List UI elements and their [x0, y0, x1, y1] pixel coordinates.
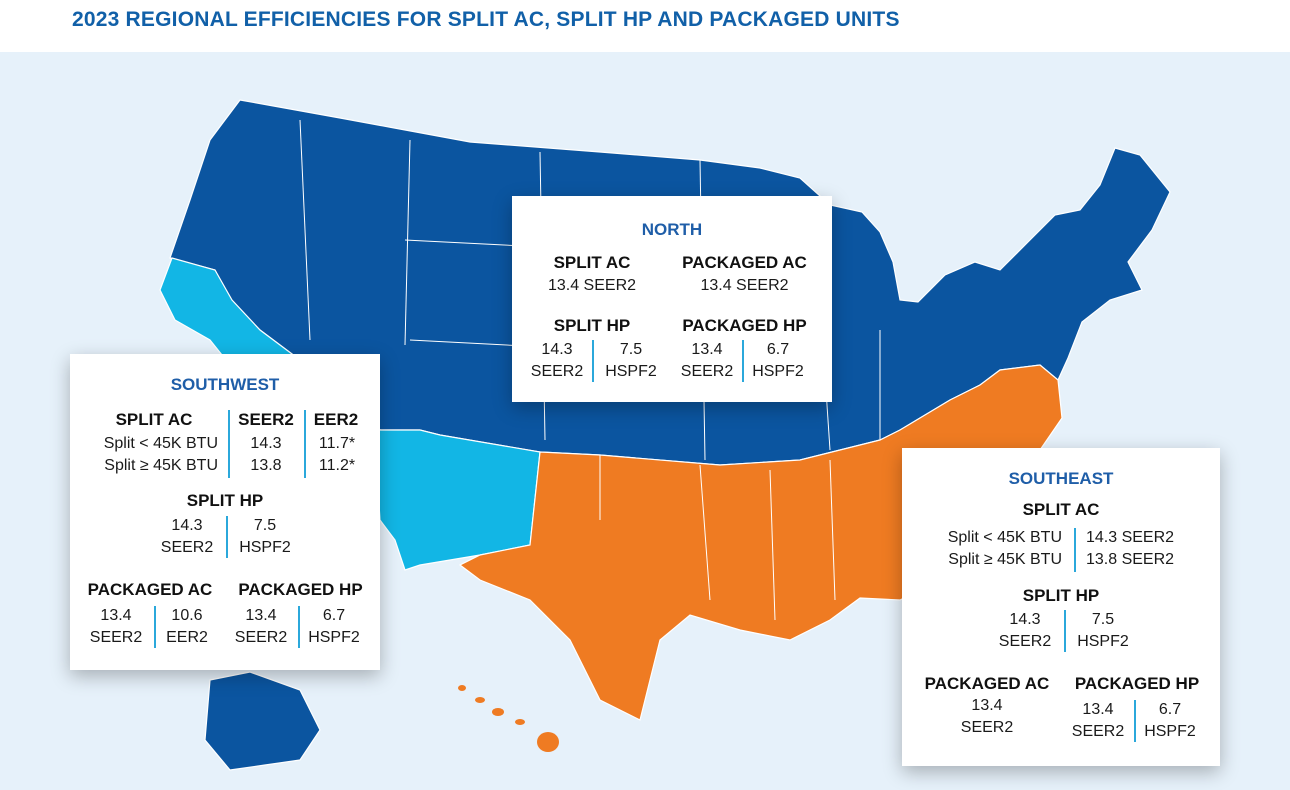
divider — [298, 606, 300, 648]
southwest-panel: SOUTHWEST SPLIT AC SEER2 EER2 Split < 45… — [70, 354, 380, 670]
southeast-packaged-hp-v2: 6.7 — [1158, 701, 1182, 718]
southwest-split-hp-v1: 14.3 — [171, 517, 203, 534]
southwest-packaged-hp-v2: 6.7 — [322, 607, 346, 624]
southeast-packaged-hp-v1: 13.4 — [1082, 701, 1114, 718]
north-packaged-hp-u1: SEER2 — [680, 363, 734, 380]
southwest-split-ac-label: SPLIT AC — [115, 410, 193, 429]
north-split-hp-u2: HSPF2 — [605, 363, 657, 380]
southeast-packaged-ac-u1: SEER2 — [960, 719, 1014, 736]
north-split-hp-v1: 14.3 — [541, 341, 573, 358]
divider — [226, 516, 228, 558]
southeast-split-hp-v2: 7.5 — [1091, 611, 1115, 628]
north-heading: NORTH — [641, 220, 703, 239]
north-packaged-hp-v1: 13.4 — [691, 341, 723, 358]
divider — [1064, 610, 1066, 652]
southeast-packaged-ac-label: PACKAGED AC — [924, 674, 1050, 693]
north-packaged-ac-value: 13.4 SEER2 — [700, 277, 789, 294]
southeast-packaged-hp-u1: SEER2 — [1071, 723, 1125, 740]
southeast-heading: SOUTHEAST — [1008, 469, 1114, 488]
divider — [304, 410, 306, 478]
southwest-packaged-ac-u1: SEER2 — [89, 629, 143, 646]
north-split-hp-label: SPLIT HP — [553, 316, 631, 335]
divider — [1134, 700, 1136, 742]
southwest-packaged-ac-v1: 13.4 — [100, 607, 132, 624]
southwest-packaged-hp-label: PACKAGED HP — [238, 580, 363, 599]
southwest-row1-label: Split < 45K BTU — [103, 435, 218, 452]
north-packaged-hp-v2: 6.7 — [766, 341, 790, 358]
southeast-row2-label: Split ≥ 45K BTU — [948, 551, 1062, 568]
divider — [1074, 528, 1076, 572]
southeast-split-hp-v1: 14.3 — [1009, 611, 1041, 628]
southwest-packaged-ac-u2: EER2 — [166, 629, 208, 646]
southwest-packaged-ac-label: PACKAGED AC — [87, 580, 213, 599]
southeast-packaged-ac-v1: 13.4 — [971, 697, 1003, 714]
southwest-row2-eer2: 11.2* — [318, 457, 356, 474]
divider — [742, 340, 744, 382]
southeast-split-hp-label: SPLIT HP — [1022, 586, 1100, 605]
divider — [592, 340, 594, 382]
southwest-row1-seer2: 14.3 — [250, 435, 282, 452]
southwest-split-hp-u1: SEER2 — [160, 539, 214, 556]
southeast-split-ac-label: SPLIT AC — [1022, 500, 1100, 519]
southwest-row1-eer2: 11.7* — [318, 435, 356, 452]
southwest-packaged-ac-v2: 10.6 — [171, 607, 203, 624]
southwest-split-hp-v2: 7.5 — [253, 517, 277, 534]
header: 2023 REGIONAL EFFICIENCIES FOR SPLIT AC,… — [0, 0, 1290, 52]
page-title: 2023 REGIONAL EFFICIENCIES FOR SPLIT AC,… — [72, 8, 900, 31]
southwest-packaged-hp-u1: SEER2 — [234, 629, 288, 646]
southeast-row2-value: 13.8 SEER2 — [1086, 551, 1175, 568]
north-split-ac-label: SPLIT AC — [553, 253, 631, 272]
southwest-split-hp-label: SPLIT HP — [186, 491, 264, 510]
southeast-packaged-hp-u2: HSPF2 — [1144, 723, 1196, 740]
southeast-packaged-hp-label: PACKAGED HP — [1074, 674, 1200, 693]
north-packaged-ac-label: PACKAGED AC — [682, 253, 807, 272]
southeast-split-hp-u1: SEER2 — [998, 633, 1052, 650]
southeast-row1-value: 14.3 SEER2 — [1086, 529, 1175, 546]
alaska — [204, 671, 321, 771]
north-split-ac-value: 13.4 SEER2 — [547, 277, 637, 294]
southeast-row1-label: Split < 45K BTU — [947, 529, 1062, 546]
north-panel: NORTH SPLIT AC 13.4 SEER2 PACKAGED AC 13… — [512, 196, 832, 402]
north-packaged-hp-u2: HSPF2 — [752, 363, 804, 380]
southeast-split-hp-u2: HSPF2 — [1077, 633, 1129, 650]
divider — [154, 606, 156, 648]
north-split-hp-v2: 7.5 — [619, 341, 643, 358]
southeast-panel: SOUTHEAST SPLIT AC Split < 45K BTU 14.3 … — [902, 448, 1220, 766]
north-split-hp-u1: SEER2 — [530, 363, 584, 380]
divider — [228, 410, 230, 478]
southwest-seer2-header: SEER2 — [238, 410, 294, 429]
southwest-packaged-hp-v1: 13.4 — [245, 607, 277, 624]
southwest-heading: SOUTHWEST — [170, 375, 280, 394]
southwest-packaged-hp-u2: HSPF2 — [308, 629, 360, 646]
hawaii — [458, 685, 559, 752]
north-packaged-hp-label: PACKAGED HP — [682, 316, 807, 335]
southwest-row2-label: Split ≥ 45K BTU — [104, 457, 218, 474]
southwest-row2-seer2: 13.8 — [250, 457, 282, 474]
southwest-eer2-header: EER2 — [313, 410, 359, 429]
southwest-split-hp-u2: HSPF2 — [239, 539, 291, 556]
